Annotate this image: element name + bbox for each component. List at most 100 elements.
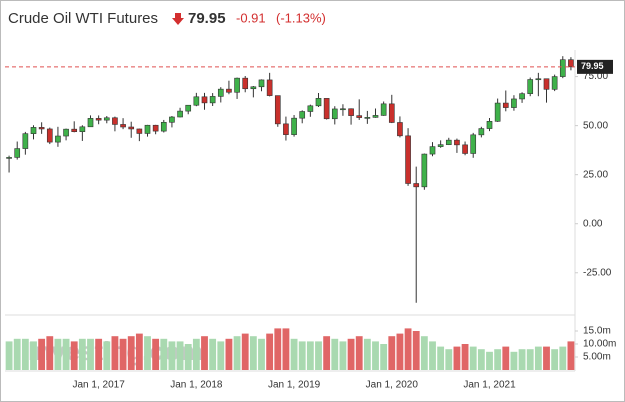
volume-bar — [339, 341, 347, 370]
candle-body — [266, 79, 273, 96]
volume-bar — [103, 341, 111, 370]
candle-body — [543, 78, 550, 90]
volume-bar — [46, 336, 54, 370]
candle-body — [136, 128, 143, 134]
candle-body — [315, 98, 322, 107]
candle-body — [397, 122, 403, 137]
volume-bar — [477, 349, 485, 370]
volume-bar — [437, 346, 445, 370]
volume-bar — [461, 344, 469, 370]
volume-bar — [355, 336, 363, 370]
volume-bar — [225, 338, 233, 370]
volume-bar — [420, 336, 428, 370]
volume-bar — [306, 341, 314, 370]
candle-body — [307, 105, 314, 112]
candle-body — [413, 183, 420, 188]
candle-body — [234, 77, 240, 93]
volume-bar — [429, 341, 436, 370]
volume-bar — [559, 346, 567, 370]
volume-bar — [469, 346, 477, 370]
candle-body — [30, 127, 37, 134]
candle-body — [63, 128, 69, 137]
candle-body — [445, 139, 452, 145]
candle-body — [79, 126, 86, 133]
candle-body — [250, 86, 257, 90]
volume-bar — [78, 338, 86, 370]
volume-bar — [168, 341, 176, 370]
price-tag — [577, 59, 613, 74]
volume-bar — [282, 328, 290, 370]
candle-body — [551, 76, 558, 90]
volume-bar — [315, 341, 322, 370]
volume-bar — [494, 349, 502, 370]
candle-body — [274, 95, 281, 125]
candle-body — [372, 115, 379, 118]
volume-bar — [184, 344, 192, 370]
candle-body — [87, 118, 94, 128]
candle-body — [421, 153, 428, 188]
volume-bar — [363, 338, 371, 370]
candle-body — [209, 96, 216, 104]
candle-body — [340, 108, 346, 111]
candle-body — [185, 104, 192, 112]
candle-body — [283, 123, 289, 135]
candle-body — [193, 96, 200, 106]
volume-bar — [551, 349, 559, 370]
volume-bar — [38, 338, 46, 370]
chart-title: Crude Oil WTI Futures — [8, 10, 158, 27]
candle-body — [405, 135, 411, 184]
y-tick-label: 50.00 — [583, 120, 608, 131]
volume-bar — [453, 346, 461, 370]
candle-body — [511, 98, 517, 108]
candle-body — [103, 117, 110, 121]
volume-tick-label: 15.0m — [583, 326, 611, 337]
candle-body — [502, 102, 509, 108]
volume-bar — [396, 333, 404, 370]
volume-bar — [233, 336, 241, 370]
candle-body — [14, 148, 21, 158]
volume-bar — [62, 338, 70, 370]
candle-body — [22, 133, 29, 149]
candle-body — [364, 117, 371, 119]
volume-bar — [526, 349, 534, 370]
volume-bar — [217, 341, 225, 370]
candle-body — [71, 128, 78, 133]
x-tick-label: Jan 1, 2017 — [73, 380, 126, 391]
candle-body — [242, 77, 249, 90]
candle-body — [258, 79, 265, 88]
candle-body — [437, 144, 444, 147]
candle-body — [120, 124, 126, 128]
x-tick-label: Jan 1, 2021 — [463, 380, 516, 391]
x-tick-label: Jan 1, 2018 — [170, 380, 223, 391]
candle-body — [169, 116, 175, 123]
candle-body — [46, 128, 53, 143]
volume-bar — [87, 338, 94, 370]
volume-bar — [534, 346, 542, 370]
volume-bar — [298, 341, 306, 370]
volume-bar — [388, 336, 396, 370]
volume-bar — [347, 338, 355, 370]
candle-body — [519, 93, 525, 100]
candle-body — [388, 103, 395, 123]
candle-body — [217, 88, 224, 97]
candle-body — [112, 117, 118, 125]
price-tag-label: 79.95 — [581, 61, 604, 71]
candle-body — [226, 88, 232, 93]
candle-body — [128, 126, 135, 130]
volume-bar — [290, 338, 298, 370]
candle-body — [454, 139, 460, 146]
volume-bar — [144, 336, 151, 370]
volume-bar — [127, 336, 135, 370]
candle-body — [429, 146, 436, 155]
volume-bar — [176, 341, 184, 370]
candle-body — [470, 134, 477, 154]
candle-body — [527, 79, 534, 94]
price: 79.95 — [188, 10, 226, 27]
candle-body — [478, 128, 485, 136]
volume-bar — [160, 338, 168, 370]
volume-bar — [518, 349, 526, 370]
candle-body — [559, 59, 566, 77]
y-tick-label: -25.00 — [583, 267, 612, 278]
